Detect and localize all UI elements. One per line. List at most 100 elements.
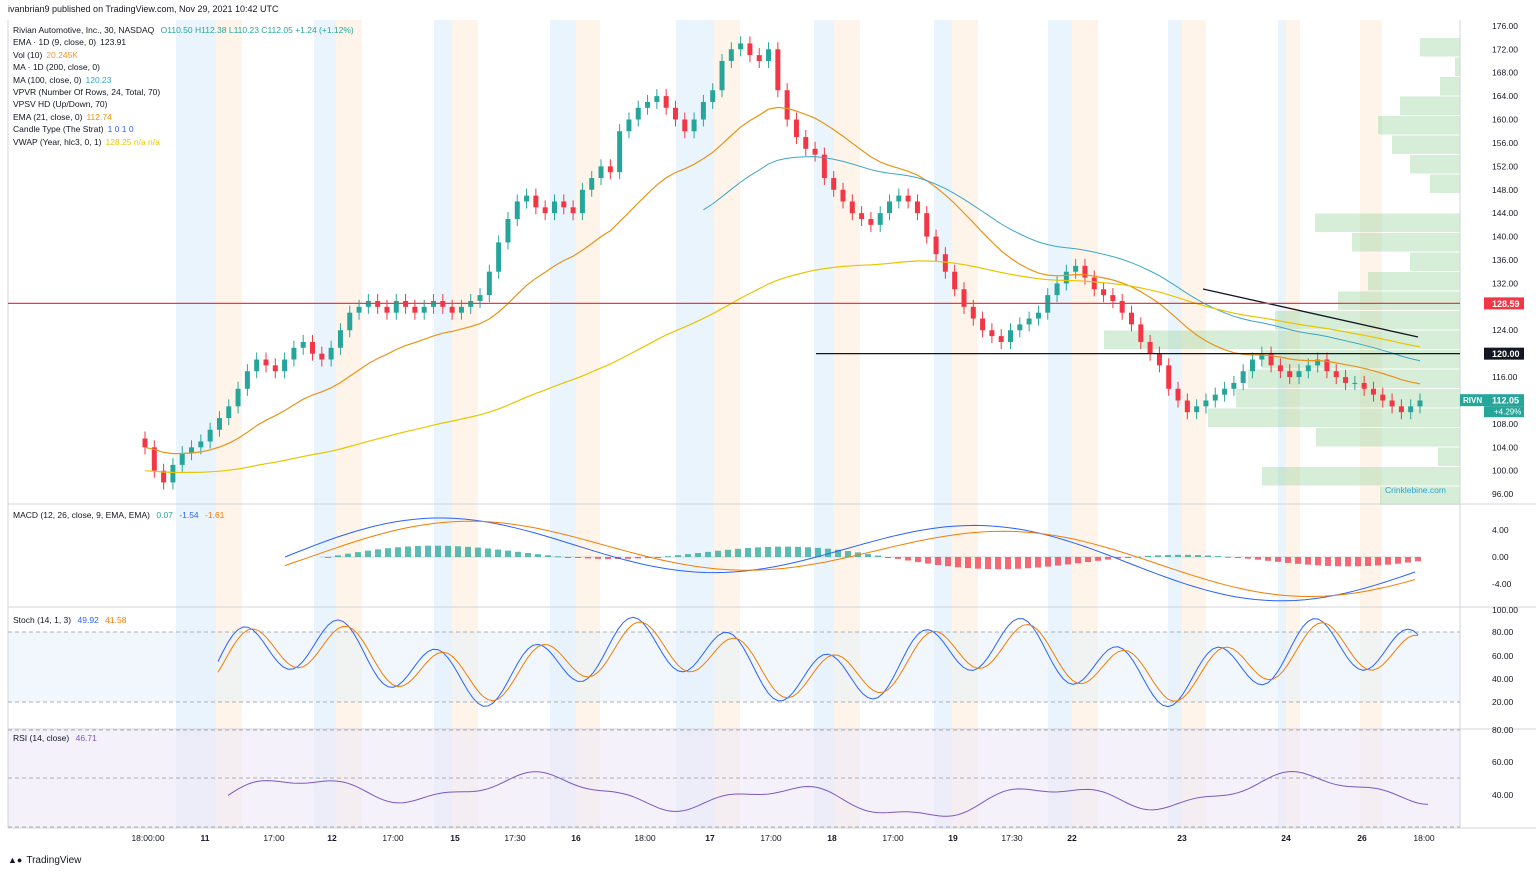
candle-body	[1259, 353, 1265, 360]
macd-histogram-bar	[945, 557, 951, 567]
macd-histogram-bar	[755, 547, 761, 557]
session-band	[714, 20, 740, 828]
price-tick: 140.00	[1492, 232, 1518, 242]
candle-body	[393, 300, 399, 313]
macd-histogram-bar	[465, 546, 471, 557]
candle-body	[933, 236, 939, 255]
candle-body	[1156, 353, 1162, 366]
candle-body	[868, 219, 874, 225]
candle-body	[877, 213, 883, 225]
volume-profile-row	[1352, 233, 1460, 252]
footer-logo[interactable]: ▲● TradingView	[8, 855, 81, 866]
macd-label: MACD (12, 26, close, 9, EMA, EMA)	[13, 510, 150, 520]
macd-histogram-bar	[925, 557, 931, 564]
candle-body	[1035, 312, 1041, 319]
macd-histogram-bar	[1285, 557, 1291, 563]
price-tick: 152.00	[1492, 161, 1518, 171]
macd-histogram-bar	[475, 547, 481, 557]
macd-histogram-bar	[1145, 555, 1151, 557]
legend-macd[interactable]: MACD (12, 26, close, 9, EMA, EMA) 0.07 -…	[13, 509, 224, 521]
macd-axis-tick: 0.00	[1492, 552, 1509, 562]
candle-body	[1175, 388, 1181, 401]
legend-indicator-row[interactable]: VWAP (Year, hlc3, 0, 1) 128.25 n/a n/a	[13, 136, 354, 148]
candle-body	[1017, 324, 1023, 331]
legend-rsi[interactable]: RSI (14, close) 46.71	[13, 732, 97, 744]
legend-indicator-label: EMA · 1D (9, close, 0)	[13, 37, 97, 48]
candle-body	[821, 154, 827, 179]
price-tick: 164.00	[1492, 91, 1518, 101]
candle-body	[831, 178, 837, 190]
legend-indicator-row[interactable]: Candle Type (The Strat) 1 0 1 0	[13, 123, 354, 135]
macd-histogram-bar	[415, 545, 421, 557]
candle-body	[1008, 330, 1014, 342]
macd-histogram-bar	[1265, 557, 1271, 561]
candle-body	[337, 330, 343, 348]
macd-histogram-bar	[1365, 557, 1371, 566]
macd-histogram-bar	[1405, 557, 1411, 563]
macd-histogram-bar	[915, 557, 921, 563]
legend-indicator-row[interactable]: VPSV HD (Up/Down, 70)	[13, 98, 354, 110]
candle-body	[1222, 388, 1228, 395]
candle-body	[952, 271, 958, 290]
candle-body	[654, 96, 660, 102]
legend-indicator-row[interactable]: EMA · 1D (9, close, 0) 123.91	[13, 36, 354, 48]
candle-body	[756, 55, 762, 61]
candle-body	[710, 90, 716, 102]
moving-averages	[144, 106, 1421, 474]
macd-histogram-bar	[685, 554, 691, 557]
candle-body	[635, 107, 641, 120]
volume-profile	[1104, 38, 1460, 505]
macd-histogram-bar	[435, 545, 441, 557]
volume-profile-row	[1104, 330, 1460, 349]
time-tick: 17:00	[263, 833, 285, 843]
stoch-d-line	[217, 621, 1418, 702]
price-label-box	[1484, 394, 1524, 407]
legend-title[interactable]: Rivian Automotive, Inc., 30, NASDAQ	[13, 25, 155, 35]
macd-histogram-bar	[795, 546, 801, 557]
legend-indicator-row[interactable]: EMA (21, close, 0) 112.74	[13, 111, 354, 123]
macd-histogram-bar	[385, 548, 391, 557]
time-tick: 22	[1067, 833, 1077, 843]
candle-body	[1333, 371, 1339, 378]
price-tick: 136.00	[1492, 255, 1518, 265]
macd-histogram-bar	[375, 549, 381, 557]
macd-histogram-bar	[1065, 557, 1071, 565]
candle-body	[486, 271, 492, 296]
session-band	[1286, 20, 1300, 828]
candle-body	[942, 254, 948, 272]
macd-histogram-bar	[1075, 557, 1081, 564]
candle-body	[533, 195, 539, 208]
price-tick: 124.00	[1492, 325, 1518, 335]
volume-profile-row	[1400, 96, 1460, 115]
candle-body	[1287, 371, 1293, 378]
candle-body	[766, 49, 772, 61]
symbol-tag-box	[1460, 394, 1484, 407]
macd-line	[284, 517, 1416, 602]
candle-body	[421, 306, 427, 313]
macd-histogram-bar	[355, 552, 361, 557]
candle-body	[272, 365, 278, 372]
volume-profile-row	[1410, 155, 1460, 174]
price-tick: 100.00	[1492, 466, 1518, 476]
candle-body	[319, 353, 325, 360]
volume-profile-row	[1368, 272, 1460, 291]
macd-value-macd: -1.54	[179, 510, 199, 520]
footer-logo-text: TradingView	[26, 855, 82, 866]
candle-body	[505, 219, 511, 243]
stoch-axis-tick: 20.00	[1492, 697, 1514, 707]
price-label-text: 120.00	[1492, 349, 1520, 359]
time-tick: 17:00	[760, 833, 782, 843]
legend-indicator-row[interactable]: MA · 1D (200, close, 0)	[13, 61, 354, 73]
price-label-text: 112.05	[1492, 396, 1519, 406]
legend-indicator-row[interactable]: MA (100, close, 0) 120.23	[13, 74, 354, 86]
macd-histogram-bar	[1295, 557, 1301, 564]
legend-stoch[interactable]: Stoch (14, 1, 3) 49.92 41.58	[13, 614, 126, 626]
legend-indicator-row[interactable]: Vol (10) 20.245K	[13, 49, 354, 61]
macd-histogram-bar	[405, 546, 411, 557]
legend-indicator-row[interactable]: VPVR (Number Of Rows, 24, Total, 70)	[13, 86, 354, 98]
time-tick: 23	[1177, 833, 1187, 843]
macd-histogram-bar	[1415, 557, 1421, 562]
session-band	[452, 20, 478, 828]
macd-histogram-bar	[1245, 557, 1251, 559]
